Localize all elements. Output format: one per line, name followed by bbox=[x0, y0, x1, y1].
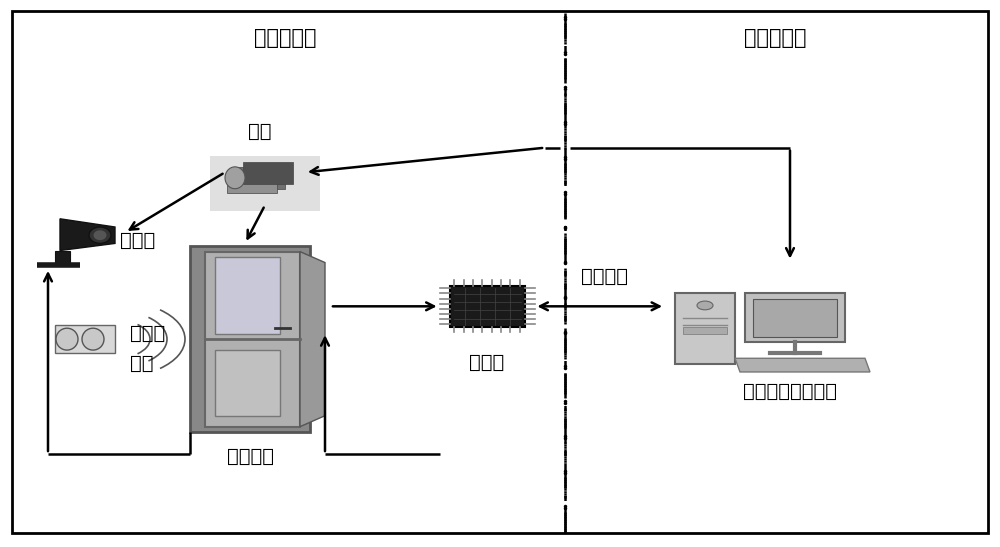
Text: 单片机: 单片机 bbox=[469, 353, 505, 372]
Ellipse shape bbox=[56, 328, 78, 350]
Bar bbox=[675, 293, 735, 364]
Polygon shape bbox=[735, 358, 870, 372]
Text: 摄像头: 摄像头 bbox=[120, 231, 155, 250]
Ellipse shape bbox=[225, 167, 245, 189]
FancyArrowPatch shape bbox=[540, 302, 659, 310]
FancyArrowPatch shape bbox=[130, 174, 223, 230]
Text: 下位机部分: 下位机部分 bbox=[254, 28, 316, 48]
Bar bbox=[753, 299, 837, 337]
Text: 串口通讯: 串口通讯 bbox=[581, 267, 628, 286]
Text: 电机: 电机 bbox=[248, 122, 272, 141]
FancyArrowPatch shape bbox=[311, 148, 542, 175]
Ellipse shape bbox=[89, 227, 111, 243]
Polygon shape bbox=[227, 171, 277, 193]
FancyArrowPatch shape bbox=[321, 338, 329, 451]
Polygon shape bbox=[243, 162, 293, 184]
Text: 实验室门: 实验室门 bbox=[226, 447, 274, 466]
Text: 上位机部分: 上位机部分 bbox=[744, 28, 806, 48]
Polygon shape bbox=[55, 251, 70, 265]
Bar bbox=[745, 293, 845, 342]
Bar bbox=[190, 246, 310, 432]
Ellipse shape bbox=[82, 328, 104, 350]
Polygon shape bbox=[300, 252, 325, 427]
Bar bbox=[210, 156, 320, 211]
FancyArrowPatch shape bbox=[333, 302, 434, 310]
Polygon shape bbox=[60, 219, 115, 251]
Text: 测距: 测距 bbox=[130, 354, 154, 373]
Text: 超声波: 超声波 bbox=[130, 324, 165, 343]
Bar bbox=[683, 327, 727, 334]
FancyArrowPatch shape bbox=[248, 207, 264, 238]
Polygon shape bbox=[205, 252, 300, 427]
Ellipse shape bbox=[94, 230, 106, 240]
Bar bbox=[55, 325, 115, 353]
Bar bbox=[215, 257, 280, 334]
Circle shape bbox=[697, 301, 713, 310]
Text: 智能门禁管理系统: 智能门禁管理系统 bbox=[743, 382, 837, 400]
Polygon shape bbox=[235, 167, 285, 189]
FancyArrowPatch shape bbox=[44, 274, 52, 451]
Bar bbox=[215, 350, 280, 416]
Bar bbox=[450, 286, 524, 327]
FancyArrowPatch shape bbox=[786, 150, 794, 256]
